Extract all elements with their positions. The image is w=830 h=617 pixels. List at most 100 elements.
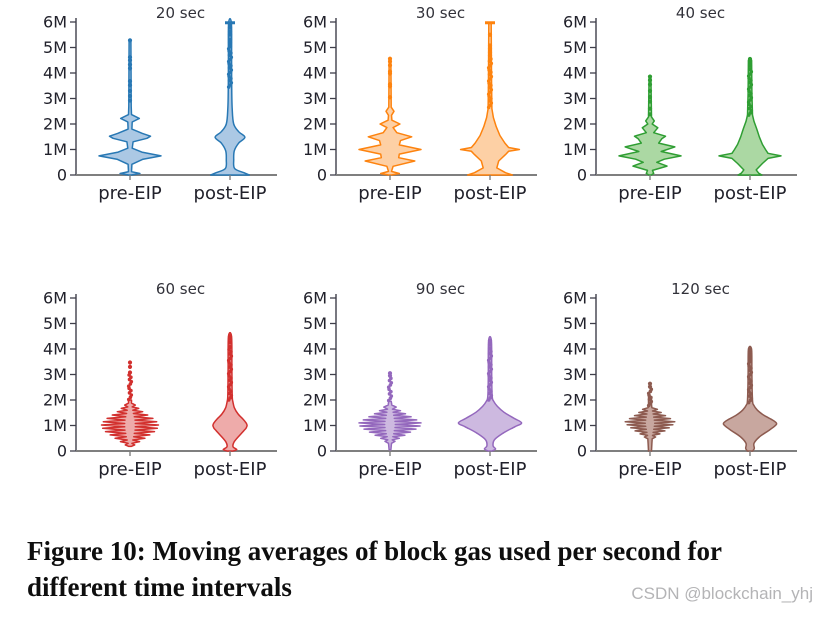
- x-category-label: pre-EIP: [618, 183, 682, 204]
- y-tick-label: 6M: [563, 13, 587, 32]
- y-tick-label: 4M: [563, 64, 587, 83]
- figure-caption: Figure 10: Moving averages of block gas …: [27, 533, 822, 605]
- y-tick-label: 5M: [563, 38, 587, 57]
- y-tick-label: 5M: [303, 38, 327, 57]
- outlier-dots: [747, 56, 753, 72]
- y-tick-label: 0: [317, 442, 327, 461]
- outlier-dots: [127, 38, 133, 103]
- x-category-label: post-EIP: [194, 183, 267, 204]
- subplot-40-sec: 40 sec 0 1M 2M 3M 4M 5M 6M pre-EIP post-EIP: [563, 5, 797, 204]
- violin-post-EIP: [457, 335, 523, 452]
- violin-pre-EIP: [618, 74, 682, 176]
- subplot-120-sec: 120 sec 0 1M 2M 3M 4M 5M 6M pre-EIP post-EIP: [563, 281, 797, 480]
- y-tick-label: 3M: [303, 89, 327, 108]
- violin-body: [210, 17, 250, 176]
- y-tick-label: 0: [577, 442, 587, 461]
- violin-post-EIP: [718, 56, 782, 176]
- outlier-dots: [227, 334, 233, 350]
- caption-line-1: Figure 10: Moving averages of block gas …: [27, 536, 722, 566]
- y-tick-label: 4M: [563, 340, 587, 359]
- y-tick-label: 5M: [303, 314, 327, 333]
- axes: 0 1M 2M 3M 4M 5M 6M: [563, 289, 797, 461]
- y-tick-label: 2M: [563, 115, 587, 134]
- y-tick-label: 0: [57, 166, 67, 185]
- y-tick-label: 2M: [43, 391, 67, 410]
- y-tick-label: 3M: [563, 365, 587, 384]
- subplot-20-sec: 20 sec 0 1M 2M 3M 4M 5M 6M pre-EIP post-EIP: [43, 5, 277, 204]
- subplot-title: 120 sec: [671, 281, 730, 298]
- y-tick-label: 4M: [43, 340, 67, 359]
- y-tick-label: 6M: [43, 13, 67, 32]
- y-tick-label: 2M: [43, 115, 67, 134]
- y-tick-label: 2M: [303, 391, 327, 410]
- y-tick-label: 0: [57, 442, 67, 461]
- watermark-text: CSDN @blockchain_yhj: [631, 584, 813, 603]
- x-category-label: pre-EIP: [618, 459, 682, 480]
- subplot-title: 60 sec: [156, 281, 205, 298]
- y-tick-label: 1M: [43, 416, 67, 435]
- outlier-dots: [647, 74, 653, 117]
- outlier-strip: [486, 57, 494, 110]
- y-tick-label: 6M: [43, 289, 67, 308]
- violin-pre-EIP: [98, 38, 162, 176]
- subplot-title: 90 sec: [416, 281, 465, 298]
- y-tick-label: 1M: [43, 140, 67, 159]
- x-category-label: pre-EIP: [358, 183, 422, 204]
- y-tick-label: 1M: [563, 140, 587, 159]
- violin-body: [358, 58, 422, 176]
- violin-pre-EIP: [100, 360, 160, 448]
- y-tick-label: 4M: [303, 340, 327, 359]
- x-category-label: post-EIP: [454, 459, 527, 480]
- y-tick-label: 1M: [303, 140, 327, 159]
- outlier-strip: [386, 376, 394, 403]
- outlier-dots: [387, 371, 393, 378]
- violin-pre-EIP: [624, 381, 676, 452]
- y-tick-label: 5M: [563, 314, 587, 333]
- outlier-dots: [487, 338, 493, 351]
- axes: 0 1M 2M 3M 4M 5M 6M: [43, 289, 277, 461]
- x-category-label: pre-EIP: [358, 459, 422, 480]
- subplot-title: 20 sec: [156, 5, 205, 22]
- y-tick-label: 1M: [303, 416, 327, 435]
- outlier-dots: [747, 346, 753, 364]
- y-tick-label: 6M: [563, 289, 587, 308]
- x-category-label: pre-EIP: [98, 459, 162, 480]
- axes: 0 1M 2M 3M 4M 5M 6M: [303, 289, 537, 461]
- y-tick-label: 2M: [563, 391, 587, 410]
- y-tick-label: 5M: [43, 38, 67, 57]
- axes: 0 1M 2M 3M 4M 5M 6M: [43, 13, 277, 185]
- y-tick-label: 3M: [303, 365, 327, 384]
- outlier-strip: [126, 373, 134, 402]
- violin-pre-EIP: [358, 371, 422, 451]
- violin-post-EIP: [210, 17, 250, 176]
- y-tick-label: 0: [577, 166, 587, 185]
- y-tick-label: 0: [317, 166, 327, 185]
- y-tick-label: 3M: [43, 365, 67, 384]
- outlier-strip: [226, 347, 234, 402]
- outlier-strip: [646, 387, 654, 408]
- outlier-strip: [746, 361, 754, 405]
- violin-pre-EIP: [358, 56, 422, 176]
- outlier-dots: [387, 56, 393, 100]
- violin-post-EIP: [722, 345, 778, 452]
- x-category-label: post-EIP: [714, 459, 787, 480]
- y-tick-label: 3M: [563, 89, 587, 108]
- y-tick-label: 3M: [43, 89, 67, 108]
- subplot-title: 40 sec: [676, 5, 725, 22]
- outlier-strip: [226, 46, 234, 89]
- y-tick-label: 5M: [43, 314, 67, 333]
- outlier-dots: [487, 32, 493, 58]
- caption-line-2: different time intervals: [27, 572, 292, 602]
- y-tick-label: 4M: [303, 64, 327, 83]
- y-tick-label: 1M: [563, 416, 587, 435]
- violin-body: [100, 399, 160, 448]
- subplot-title: 30 sec: [416, 5, 465, 22]
- outlier-dots: [127, 360, 133, 375]
- violin-post-EIP: [459, 21, 521, 176]
- axes: 0 1M 2M 3M 4M 5M 6M: [563, 13, 797, 185]
- y-tick-label: 4M: [43, 64, 67, 83]
- x-category-label: post-EIP: [714, 183, 787, 204]
- outlier-strip: [486, 349, 494, 402]
- figure-violin-grid: 20 sec 0 1M 2M 3M 4M 5M 6M pre-EIP post-EIP 30 sec…: [20, 5, 800, 515]
- subplot-30-sec: 30 sec 0 1M 2M 3M 4M 5M 6M pre-EIP post-EIP: [303, 5, 537, 204]
